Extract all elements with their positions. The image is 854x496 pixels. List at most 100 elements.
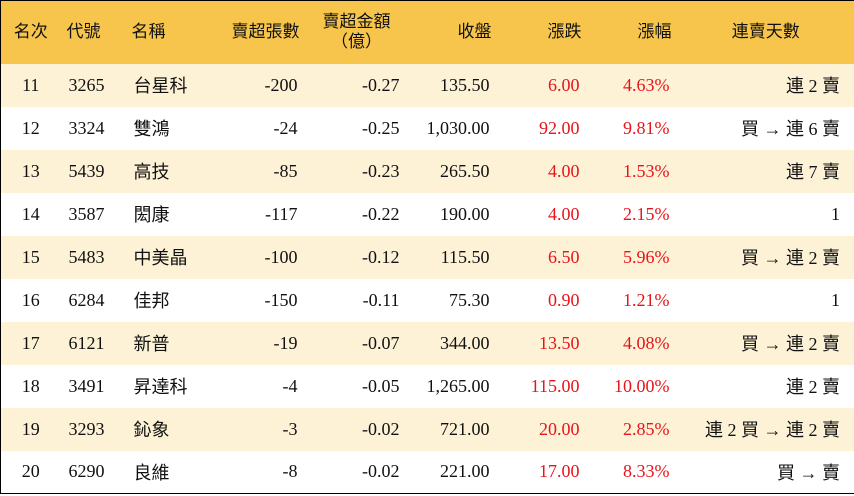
column-header: 賣超張數	[231, 22, 300, 42]
table-row: 19 3293 鈊象 -3 -0.02 721.00 20.00 2.85% 連 2 買 → 連…	[0, 407, 854, 451]
column-header-line: 賣超金額	[322, 12, 391, 32]
table-cell: -0.05	[362, 375, 400, 396]
table-cell: 190.00	[440, 203, 490, 224]
table-cell: 4.08%	[623, 332, 670, 353]
table-cell: 20.00	[539, 418, 580, 439]
table-cell: 良維	[133, 462, 170, 483]
table-row: 20 6290 良維 -8 -0.02 221.00 17.00 8.33% 買 → 賣	[1, 451, 854, 494]
table-cell: 買 → 連 6 賣	[741, 119, 840, 139]
table-cell: 新普	[133, 334, 170, 354]
table-cell: -0.02	[362, 418, 400, 439]
table-cell: 佳邦	[133, 291, 170, 311]
table-cell: 13.50	[539, 332, 580, 353]
table-cell: 721.00	[440, 418, 490, 439]
table-cell: 14	[21, 203, 40, 224]
column-header: 名稱	[131, 22, 166, 42]
table-row: 17 6121 新普 -19 -0.07 344.00 13.50 4.08% 買 → 連 2 …	[0, 321, 854, 365]
table-cell: -200	[264, 74, 298, 95]
table-cell: -0.22	[362, 203, 400, 224]
table-cell: 19	[21, 418, 40, 439]
table-row: 12 3324 雙鴻 -24 -0.25 1,030.00 92.00 9.81% 買 → 連 …	[1, 107, 854, 150]
table-cell: 高技	[133, 162, 170, 182]
column-header: 賣超金額 （億）	[306, 1, 408, 64]
table-cell: 3324	[68, 117, 105, 138]
table-cell: -19	[273, 332, 298, 353]
table-cell: 115.00	[530, 375, 580, 396]
table-cell: 13	[21, 160, 40, 181]
table-cell: 2.15%	[623, 203, 670, 224]
table-cell: 1.21%	[623, 289, 670, 310]
table-cell: 5.96%	[623, 246, 670, 267]
table-cell: 92.00	[539, 117, 580, 138]
table-cell: 115.50	[440, 246, 490, 267]
table-cell: 9.81%	[623, 117, 670, 138]
table-cell: 連 2 買 → 連 2 賣	[705, 420, 840, 440]
table-cell: -24	[273, 117, 298, 138]
table-cell: -117	[265, 203, 298, 224]
table-cell: 10.00%	[614, 375, 670, 396]
column-header: 漲跌	[547, 22, 582, 42]
column-header: 代號	[66, 22, 101, 42]
table-cell: 中美晶	[133, 248, 188, 268]
table-cell: 買 → 連 2 賣	[741, 248, 840, 268]
table-cell: 連 2 賣	[786, 377, 840, 397]
table-cell: 4.00	[548, 160, 580, 181]
table-cell: 買 → 賣	[777, 462, 840, 483]
table-cell: 5439	[68, 160, 105, 181]
table-cell: 3587	[68, 203, 105, 224]
table-cell: -0.25	[362, 117, 400, 138]
table-body: 11 3265 台星科 -200 -0.27 135.50 6.00 4.63% 連 2 賣 12…	[0, 63, 854, 494]
table-cell: 3491	[68, 375, 105, 396]
table-cell: 16	[21, 289, 40, 310]
table-cell: 135.50	[440, 74, 490, 95]
table-cell: 3293	[68, 418, 105, 439]
table-cell: 1	[831, 203, 840, 224]
table-cell: 17.00	[539, 461, 580, 482]
table-cell: 6290	[68, 461, 105, 482]
table-cell: -0.23	[362, 160, 400, 181]
table-cell: -85	[273, 160, 298, 181]
table-cell: 6121	[68, 332, 105, 353]
table-row: 18 3491 昇達科 -4 -0.05 1,265.00 115.00 10.00% 連 2 …	[1, 365, 854, 408]
table-cell: -0.07	[362, 332, 400, 353]
table-cell: 連 7 賣	[786, 162, 840, 182]
column-header: 連賣天數	[731, 22, 800, 42]
table-cell: -0.27	[362, 74, 400, 95]
table-header: 名次 代號 名稱 賣超張數 賣超金額 （億） 收盤 漲跌 漲幅 連賣天數	[0, 0, 854, 64]
table-cell: 連 2 賣	[786, 76, 840, 96]
table-cell: 20	[21, 461, 40, 482]
table-row: 14 3587 閎康 -117 -0.22 190.00 4.00 2.15% 1	[1, 193, 854, 236]
table-cell: -0.02	[362, 461, 400, 482]
table-cell: 鈊象	[133, 420, 170, 440]
column-header-line: （億）	[331, 32, 382, 52]
table-cell: 6.50	[548, 246, 580, 267]
column-header: 名次	[13, 22, 48, 42]
table-row: 15 5483 中美晶 -100 -0.12 115.50 6.50 5.96% 買 → 連 2…	[0, 235, 854, 279]
table-cell: 344.00	[440, 332, 490, 353]
table-cell: 6284	[68, 289, 105, 310]
table-cell: 8.33%	[623, 461, 670, 482]
table-cell: 5483	[68, 246, 105, 267]
table-cell: 11	[22, 74, 40, 95]
table-cell: 1	[831, 289, 840, 310]
table-cell: 221.00	[440, 461, 490, 482]
table-cell: 1.53%	[623, 160, 670, 181]
table-cell: -0.11	[362, 289, 400, 310]
table-cell: -4	[282, 375, 298, 396]
table-cell: 買 → 連 2 賣	[741, 334, 840, 354]
table-cell: 17	[21, 332, 40, 353]
table-cell: 4.63%	[623, 74, 670, 95]
table-cell: 閎康	[133, 205, 170, 225]
table-cell: 6.00	[548, 74, 580, 95]
table-cell: 265.50	[440, 160, 490, 181]
header-row: 名次 代號 名稱 賣超張數 賣超金額 （億） 收盤 漲跌 漲幅 連賣天數	[0, 0, 854, 64]
table-cell: 18	[21, 375, 40, 396]
column-header: 收盤	[457, 22, 492, 42]
table-cell: 0.90	[548, 289, 580, 310]
table-cell: 1,265.00	[426, 375, 490, 396]
table-row: 13 5439 高技 -85 -0.23 265.50 4.00 1.53% 連 7 賣	[0, 149, 854, 193]
table-cell: 昇達科	[133, 377, 188, 397]
table-cell: 雙鴻	[133, 119, 170, 139]
